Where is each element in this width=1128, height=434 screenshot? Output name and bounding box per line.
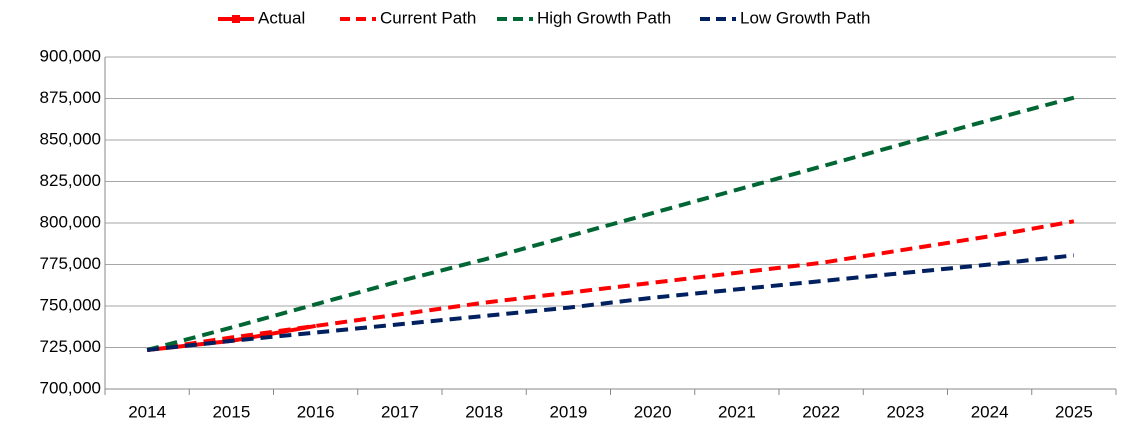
x-tick-label: 2020 bbox=[634, 402, 672, 421]
x-tick-label: 2018 bbox=[465, 402, 503, 421]
x-tick-label: 2022 bbox=[802, 402, 840, 421]
legend-marker bbox=[232, 15, 240, 23]
y-tick-label: 725,000 bbox=[40, 337, 101, 356]
legend-label: Low Growth Path bbox=[740, 8, 870, 27]
y-tick-label: 775,000 bbox=[40, 254, 101, 273]
y-tick-label: 875,000 bbox=[40, 88, 101, 107]
y-tick-label: 850,000 bbox=[40, 129, 101, 148]
x-tick-label: 2021 bbox=[718, 402, 756, 421]
y-tick-label: 825,000 bbox=[40, 171, 101, 190]
series-line bbox=[146, 219, 1075, 352]
x-tick-label: 2015 bbox=[212, 402, 250, 421]
x-tick-label: 2023 bbox=[886, 402, 924, 421]
y-tick-label: 900,000 bbox=[40, 46, 101, 65]
x-tick-label: 2025 bbox=[1055, 402, 1093, 421]
legend-label: Actual bbox=[258, 8, 305, 27]
x-tick-label: 2016 bbox=[297, 402, 335, 421]
y-tick-label: 700,000 bbox=[40, 378, 101, 397]
y-tick-label: 750,000 bbox=[40, 295, 101, 314]
series-line bbox=[146, 95, 1075, 352]
series-line bbox=[146, 253, 1075, 352]
x-tick-label: 2024 bbox=[971, 402, 1009, 421]
legend-label: Current Path bbox=[380, 8, 476, 27]
x-tick-label: 2017 bbox=[381, 402, 419, 421]
y-tick-label: 800,000 bbox=[40, 212, 101, 231]
x-tick-label: 2014 bbox=[128, 402, 166, 421]
x-tick-label: 2019 bbox=[549, 402, 587, 421]
legend-label: High Growth Path bbox=[537, 8, 671, 27]
